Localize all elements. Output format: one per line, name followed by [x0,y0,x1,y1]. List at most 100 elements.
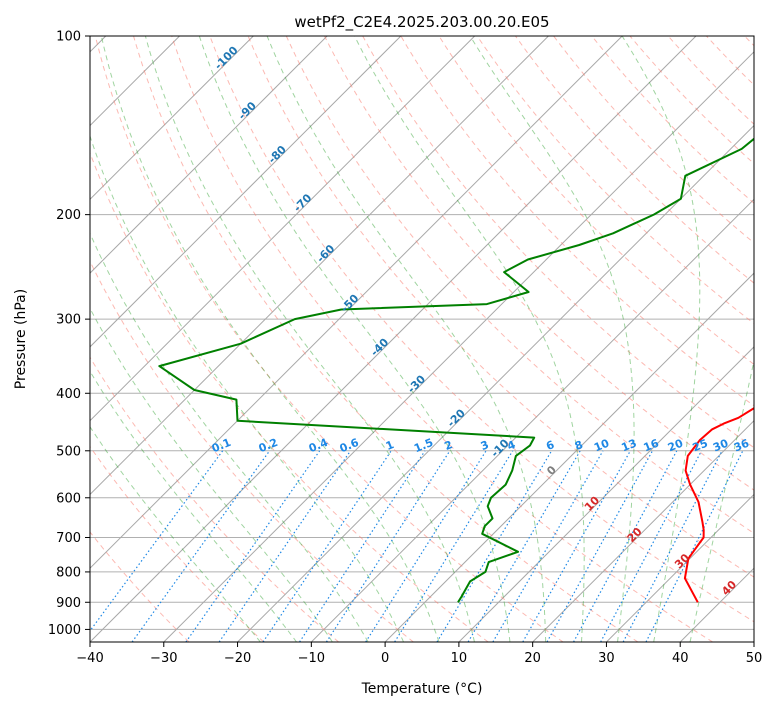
mixing-ratio-line [299,450,426,642]
mixing-ratio-label: 0.4 [307,436,330,455]
plot-area [90,36,754,642]
dry-adiabat [90,260,414,642]
mixing-ratio-line [262,450,392,642]
y-tick-label: 1000 [48,623,81,638]
mixing-ratio-label: 13 [619,437,638,455]
mixing-ratio-label: 3 [479,438,491,453]
moist-adiabat [90,232,369,642]
x-tick-label: 50 [746,651,763,666]
y-tick-label: 600 [56,491,81,506]
mixing-ratio-line [436,450,553,642]
y-tick-label: 900 [56,596,81,611]
isotherm-gridline [90,36,402,348]
isotherm-label: -90 [236,99,259,122]
mixing-ratio-line [645,450,744,642]
mixing-ratio-label: 10 [592,437,611,455]
dry-adiabat [438,36,754,365]
mixing-ratio-line [600,450,703,642]
moist-adiabat [90,370,297,642]
x-tick-label: −30 [150,651,177,666]
isotherm-gridline [90,36,623,569]
mixing-ratio-label: 30 [711,437,730,455]
mixing-ratio-line [131,450,271,642]
dry-adiabat [171,36,713,642]
y-tick-label: 200 [56,208,81,223]
dry-adiabat [400,36,754,407]
dry-adiabat [553,36,754,244]
dry-adiabat [90,151,489,642]
dry-adiabat [209,36,754,623]
isotherm-label: 10 [582,493,602,513]
dry-adiabat [90,445,265,642]
dewpoint-profile [158,137,754,603]
moist-adiabat [354,36,585,642]
mixing-ratio-label: 16 [642,437,661,455]
mixing-ratio-line [522,450,631,642]
moist-adiabat [90,134,405,642]
isotherm-gridline [384,272,754,642]
dry-adiabat [90,356,339,642]
isotherm-gridline [532,419,754,642]
isotherm-label: 20 [625,525,645,545]
x-tick-label: −40 [76,651,103,666]
mixing-ratio-label: 20 [666,437,685,455]
isotherm-label: -40 [368,336,391,359]
dry-adiabat [514,36,754,284]
isotherm-label: -20 [445,406,468,429]
mixing-ratio-line [467,450,581,642]
isotherm-gridline [90,36,254,201]
isotherm-gridline [163,51,754,642]
mixing-ratio-line [365,450,487,642]
x-tick-label: 10 [451,651,468,666]
moist-adiabat [90,307,333,642]
isotherm-label: -50 [338,292,361,315]
y-tick-label: 500 [56,444,81,459]
isotherm-gridline [458,346,754,642]
isotherm-label: 30 [672,551,692,571]
mixing-ratio-label: 0.6 [338,436,361,455]
x-tick-label: 40 [672,651,689,666]
dry-adiabat [90,531,190,642]
dry-adiabat [94,36,564,642]
moist-adiabat [689,358,754,642]
isotherm-gridline [90,36,549,496]
isotherm-label: 40 [719,578,739,598]
x-tick-label: −20 [224,651,251,666]
isotherm-label: -30 [405,372,428,395]
mixing-ratio-line [325,450,451,642]
mixing-ratio-label: 36 [732,437,751,455]
isotherm-gridline [90,36,697,642]
x-tick-label: 0 [381,651,389,666]
y-axis-label: Pressure (hPa) [13,289,29,389]
moist-adiabat [90,425,261,642]
mixing-ratio-line [90,450,224,632]
dry-adiabat [591,36,754,204]
chart-title: wetPf2_C2E4.2025.203.00.20.E05 [294,13,549,32]
dry-adiabat [706,36,754,86]
x-tick-label: −10 [298,651,325,666]
x-tick-label: 30 [598,651,615,666]
mixing-ratio-label: 2 [443,438,455,453]
moist-adiabat [144,36,475,642]
moist-adiabat [266,36,547,642]
isotherm-gridline [90,36,476,422]
dry-adiabat [247,36,754,578]
dry-adiabat [476,36,754,325]
dry-adiabat [324,36,754,491]
y-tick-label: 700 [56,531,81,546]
x-tick-label: 20 [524,651,541,666]
moist-adiabat [100,36,440,642]
y-tick-label: 800 [56,565,81,580]
y-tick-label: 300 [56,313,81,328]
y-tick-label: 100 [56,30,81,45]
mixing-ratio-label: 1 [384,438,396,453]
temperature-profile [683,407,754,603]
mixing-ratio-line [546,450,654,642]
mixing-ratio-label: 0.1 [210,436,233,455]
isotherm-gridline [90,36,328,274]
dry-adiabat [362,36,754,449]
y-tick-label: 400 [56,387,81,402]
mixing-ratio-label: 25 [691,437,710,455]
mixing-ratio-line [185,450,321,642]
